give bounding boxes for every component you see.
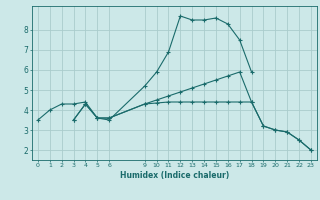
- X-axis label: Humidex (Indice chaleur): Humidex (Indice chaleur): [120, 171, 229, 180]
